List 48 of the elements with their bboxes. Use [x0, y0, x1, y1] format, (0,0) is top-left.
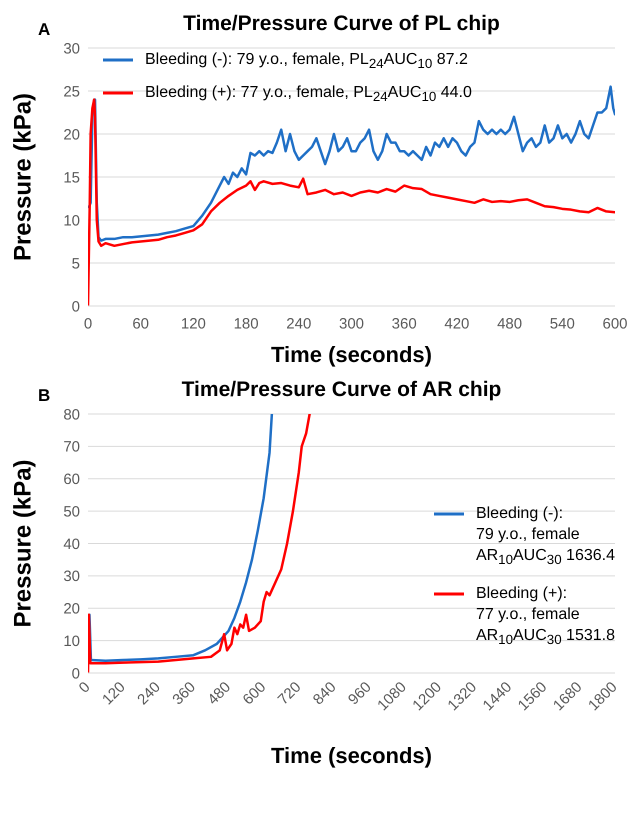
x-tick-label: 60 — [132, 315, 150, 332]
y-tick-label: 30 — [63, 568, 80, 586]
x-tick-label: 720 — [274, 678, 304, 708]
x-tick-label: 240 — [134, 678, 164, 708]
x-tick-label: 840 — [310, 678, 340, 708]
y-tick-label: 20 — [63, 600, 80, 618]
y-tick-label: 25 — [63, 83, 80, 100]
y-tick-label: 20 — [63, 126, 80, 144]
text: A — [38, 20, 50, 40]
legend-label: Bleeding (-): 79 y.o., female, PL$_{24}$AUC$_{10}$ 87.2 — [145, 50, 468, 72]
y-tick-label: 80 — [63, 406, 80, 424]
x-tick-label: 480 — [204, 678, 234, 708]
y-tick-label: 60 — [63, 471, 80, 488]
x-tick-label: 960 — [344, 678, 375, 708]
text: B — [38, 386, 50, 406]
x-tick-label: 0 — [84, 315, 92, 332]
legend-label: Bleeding (+): 77 y.o., female AR$_{10}$AUC$_{30}$ 1531.8 — [476, 584, 615, 648]
x-tick-label: 600 — [240, 678, 270, 708]
x-axis-title: Time (seconds) — [271, 342, 432, 367]
y-tick-label: 50 — [63, 503, 80, 520]
x-tick-label: 360 — [169, 678, 200, 708]
x-tick-label: 300 — [338, 315, 364, 332]
y-tick-label: 5 — [72, 255, 80, 272]
x-tick-label: 240 — [286, 315, 312, 332]
x-tick-label: 180 — [234, 315, 259, 332]
y-tick-label: 10 — [63, 632, 80, 650]
chart-title: Time/Pressure Curve of AR chip — [182, 378, 502, 401]
x-tick-label: 360 — [392, 315, 417, 332]
y-tick-label: 70 — [63, 438, 80, 456]
y-tick-label: 30 — [63, 40, 80, 58]
x-axis-title: Time (seconds) — [271, 743, 432, 768]
line-series — [88, 414, 311, 673]
x-tick-label: 120 — [180, 315, 206, 332]
chart-title: Time/Pressure Curve of PL chip — [183, 12, 500, 35]
y-tick-label: 10 — [63, 212, 80, 230]
x-tick-label: 600 — [602, 315, 628, 332]
y-tick-label: 40 — [63, 536, 80, 553]
y-axis-title: Pressure (kPa) — [10, 92, 37, 262]
x-tick-label: 480 — [497, 315, 522, 332]
x-tick-label: 120 — [99, 678, 129, 708]
legend-label: Bleeding (-): 79 y.o., female AR$_{10}$AUC$_{30}$ 1636.4 — [476, 504, 615, 568]
y-tick-label: 15 — [63, 169, 80, 186]
x-tick-label: 420 — [444, 315, 470, 332]
y-tick-label: 0 — [72, 665, 80, 682]
x-tick-label: 540 — [550, 315, 575, 332]
y-tick-label: 0 — [72, 298, 80, 316]
y-axis-title: Pressure (kPa) — [10, 459, 37, 628]
legend-label: Bleeding (+): 77 y.o., female, PL$_{24}$AUC$_{10}$ 44.0 — [145, 82, 472, 105]
